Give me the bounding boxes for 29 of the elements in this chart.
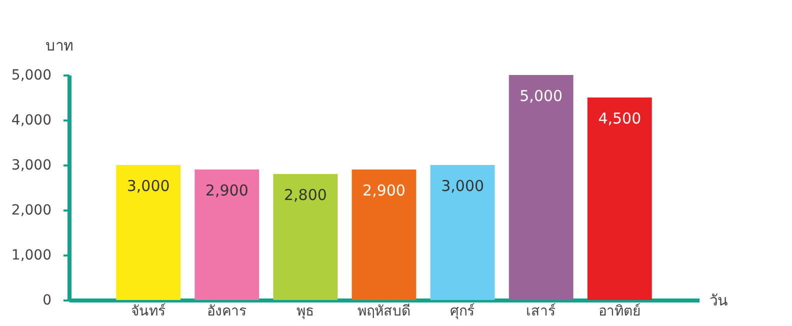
data-label: 2,900 — [205, 182, 248, 200]
bar — [352, 170, 416, 300]
y-tick-label: 1,000 — [11, 248, 52, 264]
x-tick-label: จันทร์ — [130, 302, 166, 320]
x-tick-label: พุธ — [296, 304, 314, 320]
bar — [430, 165, 495, 300]
bar — [273, 174, 338, 300]
bar — [194, 170, 260, 300]
y-tick-label: 2,000 — [11, 202, 52, 218]
y-tick-label: 4,000 — [11, 112, 52, 128]
y-tick-label: 5,000 — [11, 68, 52, 84]
y-axis-title: บาท — [46, 36, 74, 54]
x-tick-label: อาทิตย์ — [598, 302, 641, 320]
data-label: 2,900 — [362, 182, 406, 200]
x-tick-label: พฤหัสบดี — [358, 304, 410, 320]
data-label: 4,500 — [598, 110, 642, 128]
x-tick-label: อังคาร — [206, 304, 247, 320]
x-axis-title: วัน — [710, 292, 728, 310]
x-tick-label: ศุกร์ — [450, 302, 476, 320]
bar — [587, 98, 652, 300]
data-label: 2,800 — [284, 186, 327, 204]
y-tick-label: 3,000 — [11, 158, 52, 174]
bar — [116, 165, 181, 300]
data-label: 5,000 — [520, 87, 563, 105]
x-tick-label: เสาร์ — [526, 302, 556, 320]
y-tick-label: 0 — [42, 292, 52, 308]
data-label: 3,000 — [126, 177, 170, 195]
bar — [508, 75, 574, 300]
data-label: 3,000 — [441, 177, 484, 195]
